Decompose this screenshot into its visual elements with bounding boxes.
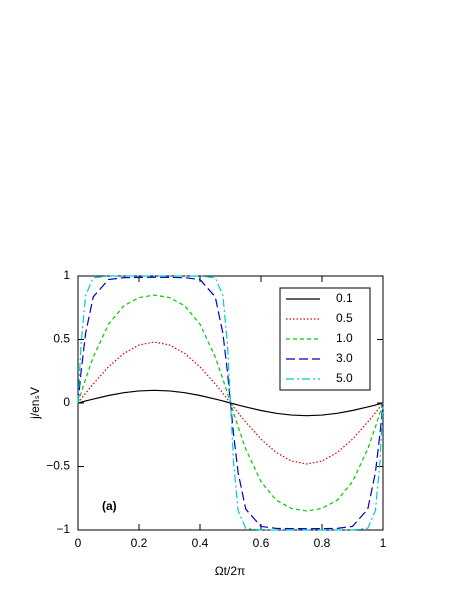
annotation: (a) — [102, 499, 117, 513]
x-axis-label: Ωt/2π — [215, 564, 246, 578]
x-tick-label: 0.2 — [131, 536, 148, 550]
legend-label: 1.0 — [336, 331, 353, 345]
y-tick-label: −0.5 — [46, 459, 70, 473]
y-tick-label: −1 — [56, 522, 70, 536]
x-tick-label: 1 — [380, 536, 387, 550]
legend-label: 0.5 — [336, 311, 353, 325]
y-axis-label: j/enₛV — [28, 387, 42, 420]
legend-label: 3.0 — [336, 351, 353, 365]
data-line — [77, 341, 384, 465]
x-tick-label: 0 — [75, 536, 82, 550]
legend-label: 0.1 — [336, 291, 353, 305]
legend-label: 5.0 — [336, 371, 353, 385]
x-tick-label: 0.8 — [314, 536, 331, 550]
y-tick-label: 0.5 — [53, 332, 70, 346]
x-tick-label: 0.4 — [192, 536, 209, 550]
data-line — [77, 276, 384, 530]
y-tick-label: 1 — [63, 268, 70, 282]
y-tick-label: 0 — [63, 395, 70, 409]
x-tick-label: 0.6 — [253, 536, 270, 550]
